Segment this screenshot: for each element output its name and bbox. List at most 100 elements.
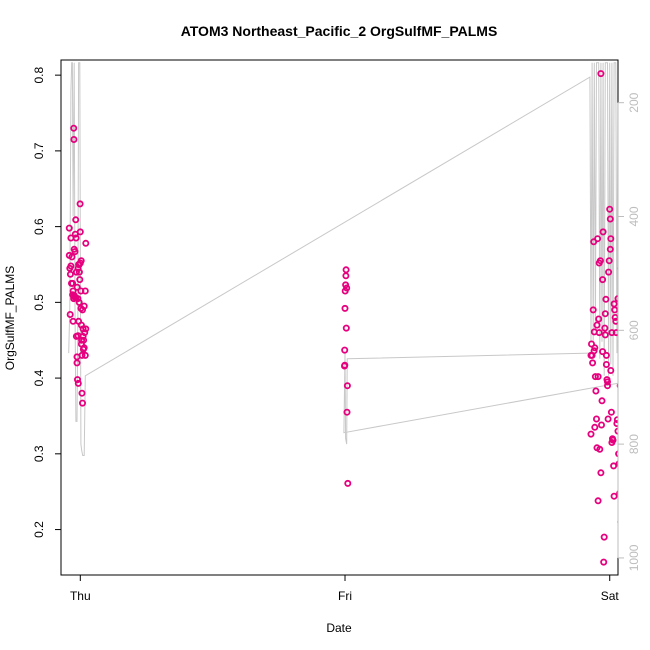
- y-tick-label: 0.2: [32, 521, 46, 538]
- data-point: [602, 360, 610, 368]
- data-point: [601, 310, 609, 318]
- data-point: [607, 408, 615, 416]
- data-point: [592, 387, 600, 395]
- data-point: [610, 462, 618, 470]
- data-point: [69, 317, 77, 325]
- altitude-line: [68, 62, 618, 456]
- data-point: [600, 558, 608, 566]
- data-point: [341, 304, 349, 312]
- y2-tick-label: 600: [627, 320, 641, 340]
- data-point: [343, 284, 351, 292]
- y-tick-label: 0.7: [32, 142, 46, 159]
- data-point: [78, 389, 86, 397]
- chart-title: ATOM3 Northeast_Pacific_2 OrgSulfMF_PALM…: [181, 23, 498, 39]
- data-point: [82, 325, 90, 333]
- data-point: [602, 351, 610, 359]
- data-point: [607, 366, 615, 374]
- data-point: [589, 359, 597, 367]
- data-point: [78, 336, 86, 344]
- data-point: [611, 306, 618, 314]
- data-point: [81, 287, 89, 295]
- plot-frame: [60, 59, 619, 576]
- data-point: [610, 492, 618, 500]
- data-point: [81, 329, 89, 337]
- data-point: [602, 295, 610, 303]
- data-point: [600, 533, 608, 541]
- y-tick-label: 0.5: [32, 294, 46, 311]
- data-point: [625, 422, 630, 427]
- data-point: [78, 351, 86, 359]
- data-point: [616, 490, 618, 497]
- data-point: [604, 378, 612, 386]
- data-point: [605, 268, 613, 276]
- data-point: [72, 216, 80, 224]
- data-point: [594, 497, 602, 505]
- data-point: [66, 310, 74, 318]
- data-points-layer: [65, 70, 632, 566]
- data-point: [68, 253, 76, 261]
- data-point: [70, 124, 78, 132]
- data-point: [598, 397, 606, 405]
- data-point: [612, 317, 618, 325]
- data-point: [601, 331, 609, 339]
- x-axis-label: Date: [326, 621, 352, 635]
- data-point: [65, 224, 73, 232]
- data-point: [606, 215, 614, 223]
- data-point: [620, 451, 625, 456]
- data-point: [626, 517, 631, 522]
- data-point: [73, 359, 81, 367]
- data-point: [619, 474, 624, 479]
- data-point: [620, 454, 625, 459]
- data-point: [617, 266, 618, 271]
- data-point: [606, 245, 614, 253]
- data-point: [593, 321, 601, 329]
- data-point: [623, 309, 628, 314]
- data-point: [80, 302, 88, 310]
- data-point: [81, 351, 89, 359]
- data-point: [625, 347, 630, 352]
- data-point: [74, 295, 82, 303]
- y2-tick-label: 1000: [627, 544, 641, 571]
- data-point: [82, 239, 90, 247]
- x-tick-label: Fri: [338, 589, 352, 603]
- data-point: [606, 205, 614, 213]
- data-point: [69, 279, 77, 287]
- data-point: [604, 415, 612, 423]
- data-point: [627, 459, 632, 464]
- y-tick-label: 0.6: [32, 218, 46, 235]
- data-point: [341, 361, 349, 369]
- data-point: [608, 329, 616, 337]
- data-point: [72, 268, 80, 276]
- right-altitude-axis: 200 400 600 800 1000: [617, 92, 641, 571]
- data-point: [599, 348, 607, 356]
- data-point: [597, 469, 605, 477]
- y2-tick-label: 800: [627, 434, 641, 454]
- data-point: [591, 423, 599, 431]
- data-point: [70, 295, 78, 303]
- data-point: [614, 427, 618, 435]
- data-point: [595, 315, 603, 323]
- data-point: [617, 519, 618, 525]
- data-point: [621, 339, 626, 344]
- data-point: [598, 421, 606, 429]
- data-point: [76, 200, 84, 208]
- y-axis: 0.2 0.3 0.4 0.5 0.6 0.7 0.8: [32, 66, 62, 538]
- y2-tick-label: 200: [627, 92, 641, 112]
- data-point: [66, 270, 74, 278]
- data-point: [624, 315, 629, 320]
- data-point: [76, 228, 84, 236]
- data-point: [74, 376, 82, 384]
- data-point: [591, 373, 599, 381]
- data-point: [79, 345, 87, 353]
- data-point: [601, 324, 609, 332]
- x-tick-label: Sat: [601, 589, 620, 603]
- data-point: [599, 228, 607, 236]
- data-point: [623, 304, 628, 309]
- data-point: [597, 70, 605, 78]
- data-point: [604, 382, 612, 390]
- data-point: [75, 298, 83, 306]
- data-point: [588, 340, 596, 348]
- data-point: [626, 490, 631, 495]
- data-point: [70, 135, 78, 143]
